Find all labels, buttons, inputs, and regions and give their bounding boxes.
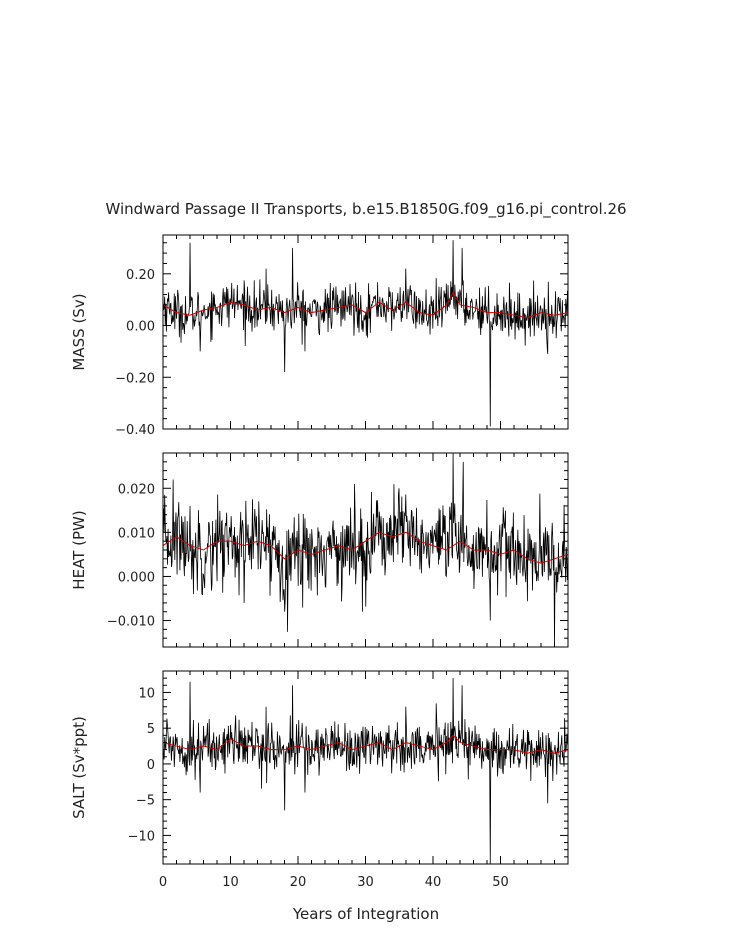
panel-frame (162, 234, 569, 430)
panel-3: −10 −5 0 5 10 0 10 20 30 40 50 SALT (Sv*ppt) (70, 670, 569, 890)
panels: −0.40 −0.20 0.00 0.20 MASS (Sv) −0.010 0.000 0.… (70, 234, 569, 890)
x-tick-label: 0 (159, 875, 167, 890)
x-tick-label: 20 (290, 875, 307, 890)
x-tick-label: 10 (222, 875, 239, 890)
panel-1: −0.40 −0.20 0.00 0.20 MASS (Sv) (70, 234, 569, 438)
y-tick-label: −0.010 (107, 615, 155, 630)
raw-series-line (162, 452, 569, 648)
panel-frame (162, 670, 569, 865)
y-tick-label: 0.000 (118, 570, 155, 585)
y-tick-label: 5 (147, 722, 155, 737)
smoothed-series-line (162, 290, 569, 319)
y-tick-label: 0.020 (118, 482, 155, 497)
panel-2: −0.010 0.000 0.010 0.020 HEAT (PW) (70, 452, 569, 648)
chart-title: Windward Passage II Transports, b.e15.B1… (105, 200, 626, 219)
smoothed-series-line (162, 734, 569, 754)
y-tick-label: −0.40 (115, 423, 155, 438)
x-axis-label: Years of Integration (292, 905, 439, 923)
x-tick-label: 40 (425, 875, 442, 890)
y-axis-label: HEAT (PW) (70, 510, 88, 589)
y-axis-label: SALT (Sv*ppt) (70, 716, 88, 819)
y-axis-label: MASS (Sv) (70, 293, 88, 370)
x-tick-label: 50 (492, 875, 509, 890)
y-tick-label: −0.20 (115, 371, 155, 386)
smoothed-series-line (162, 531, 569, 564)
x-tick-label: 30 (357, 875, 374, 890)
y-tick-label: 10 (138, 686, 155, 701)
y-tick-label: −5 (136, 794, 155, 809)
y-tick-label: 0.20 (126, 268, 155, 283)
y-tick-label: 0 (147, 758, 155, 773)
raw-series-line (162, 240, 569, 427)
y-tick-label: 0.010 (118, 526, 155, 541)
y-tick-label: −10 (128, 829, 155, 844)
raw-series-line (162, 678, 569, 865)
y-tick-label: 0.00 (126, 320, 155, 335)
